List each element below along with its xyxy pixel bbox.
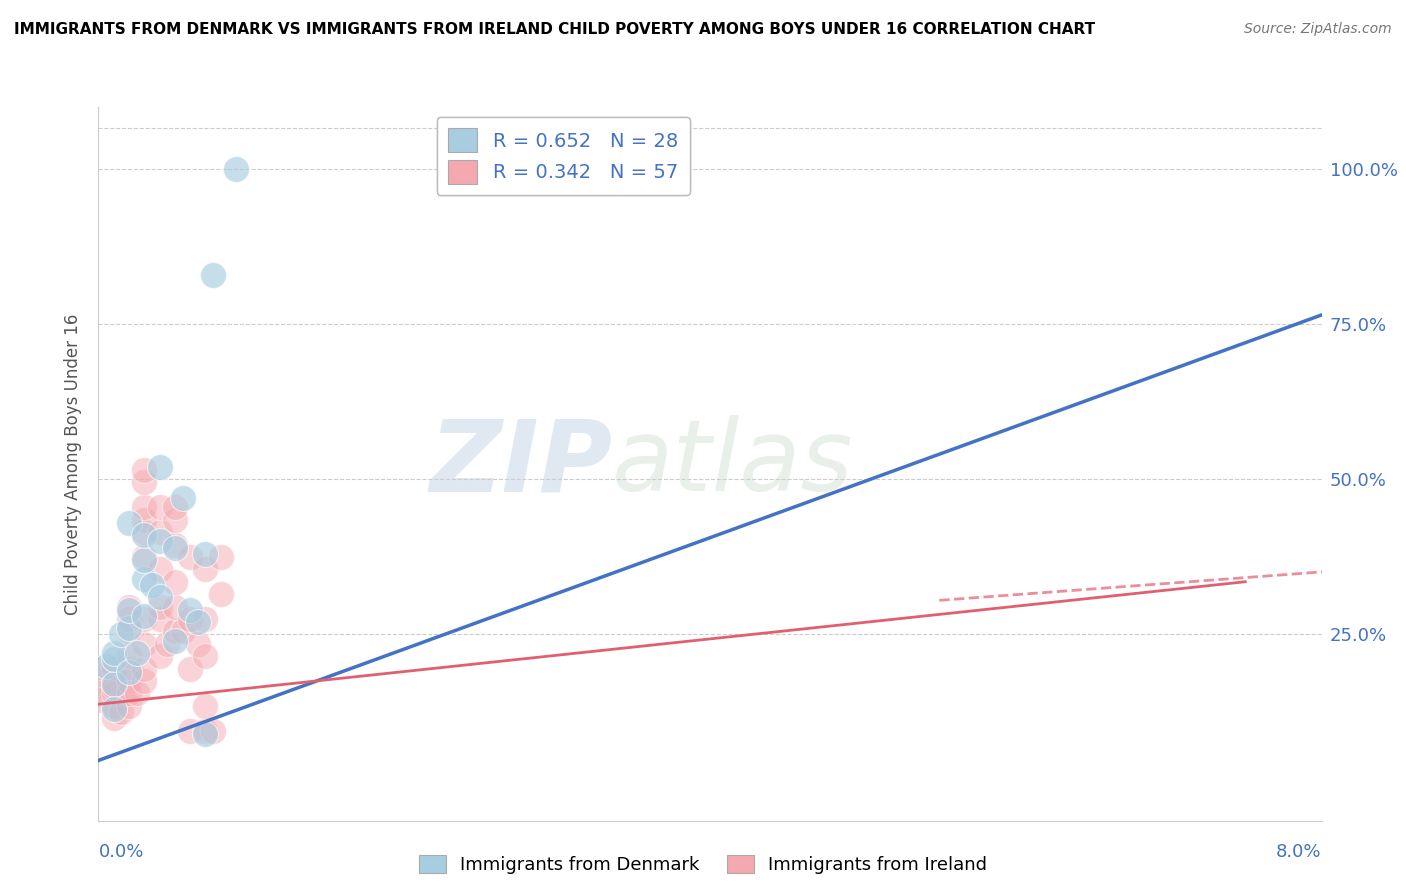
Point [125,646,148,660]
Point [134,553,156,567]
Y-axis label: Child Poverty Among Boys Under 16: Child Poverty Among Boys Under 16 [63,313,82,615]
Point [179,662,201,676]
Point [110,705,132,719]
Text: ZIP: ZIP [429,416,612,512]
Point [103,677,125,691]
Point [118,599,141,614]
Point [134,608,156,623]
Point [134,637,156,651]
Point [118,649,141,664]
Point [149,649,172,664]
Point [134,549,156,564]
Point [134,513,156,527]
Point [103,646,125,660]
Point [163,513,186,527]
Text: atlas: atlas [612,416,853,512]
Point [118,621,141,635]
Point [118,673,141,688]
Point [163,599,186,614]
Point [134,475,156,490]
Point [194,547,217,561]
Point [118,516,141,530]
Point [163,574,186,589]
Point [194,723,217,738]
Point [110,627,132,641]
Point [141,578,163,592]
Point [118,662,141,676]
Point [103,686,125,700]
Point [209,549,232,564]
Text: IMMIGRANTS FROM DENMARK VS IMMIGRANTS FROM IRELAND CHILD POVERTY AMONG BOYS UNDE: IMMIGRANTS FROM DENMARK VS IMMIGRANTS FR… [14,22,1095,37]
Point [149,525,172,540]
Point [163,537,186,551]
Point [163,500,186,515]
Point [179,602,201,616]
Point [103,652,125,666]
Point [163,633,186,648]
Point [149,459,172,474]
Point [125,686,148,700]
Text: Source: ZipAtlas.com: Source: ZipAtlas.com [1244,22,1392,37]
Point [202,268,225,282]
Point [149,534,172,549]
Point [118,698,141,713]
Point [134,525,156,540]
Point [103,698,125,713]
Point [202,723,225,738]
Point [118,665,141,679]
Point [134,612,156,626]
Point [156,637,179,651]
Point [87,673,110,688]
Legend: R = 0.652   N = 28, R = 0.342   N = 57: R = 0.652 N = 28, R = 0.342 N = 57 [437,117,690,195]
Point [134,673,156,688]
Point [134,572,156,586]
Point [187,637,209,651]
Point [179,549,201,564]
Point [179,723,201,738]
Text: 0.0%: 0.0% [98,843,143,861]
Point [87,662,110,676]
Point [134,662,156,676]
Point [118,624,141,639]
Point [149,500,172,515]
Point [179,612,201,626]
Point [149,612,172,626]
Point [118,686,141,700]
Text: 8.0%: 8.0% [1277,843,1322,861]
Point [87,692,110,706]
Point [194,562,217,576]
Point [118,602,141,616]
Point [149,599,172,614]
Point [209,587,232,601]
Point [134,463,156,477]
Point [225,162,247,177]
Point [163,541,186,555]
Point [172,624,194,639]
Point [94,658,117,673]
Point [134,500,156,515]
Point [149,591,172,605]
Point [87,686,110,700]
Point [187,615,209,629]
Point [103,662,125,676]
Point [103,702,125,716]
Point [118,612,141,626]
Legend: Immigrants from Denmark, Immigrants from Ireland: Immigrants from Denmark, Immigrants from… [419,855,987,874]
Point [103,711,125,725]
Point [134,528,156,542]
Point [149,562,172,576]
Point [103,680,125,694]
Point [163,624,186,639]
Point [194,612,217,626]
Point [172,491,194,505]
Point [194,649,217,664]
Point [194,727,217,741]
Point [194,698,217,713]
Point [103,673,125,688]
